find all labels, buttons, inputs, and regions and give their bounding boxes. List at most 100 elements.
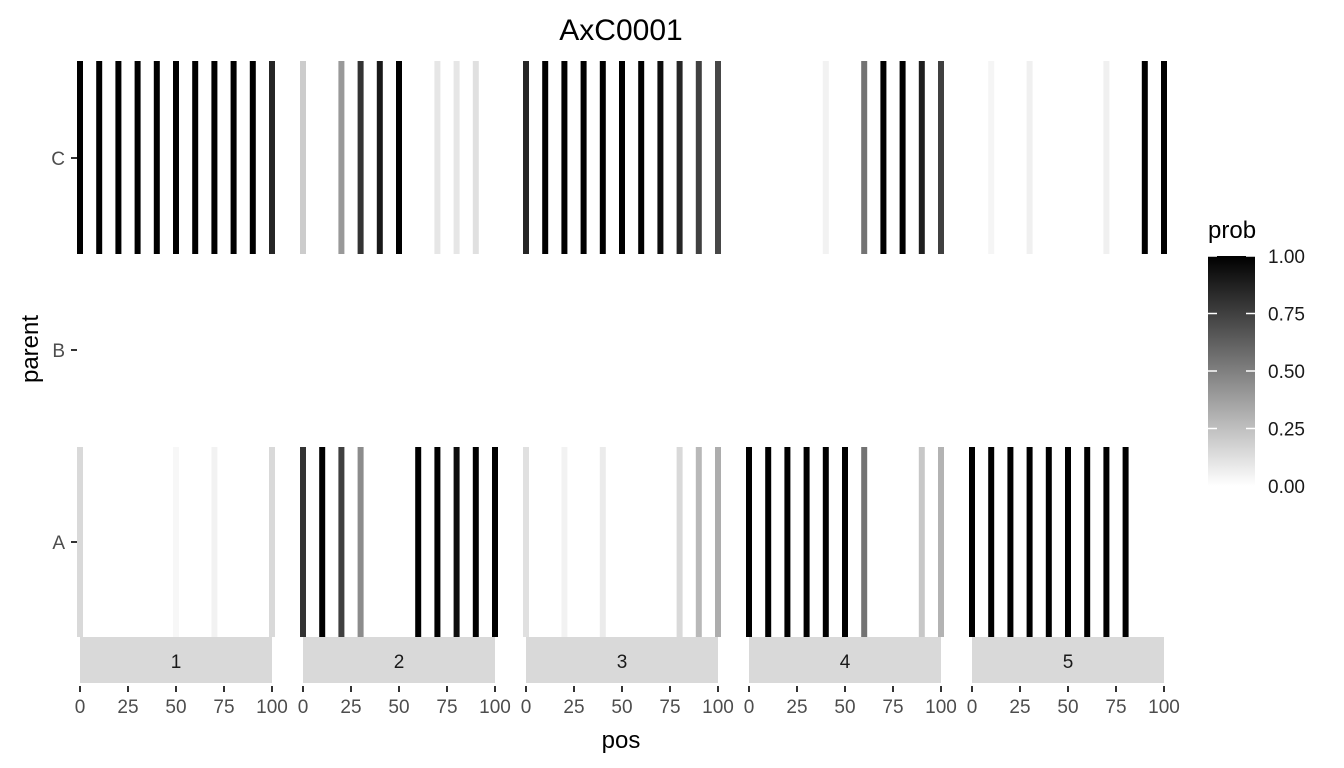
- heatmap-bar: [453, 61, 460, 254]
- heatmap-bar: [523, 447, 529, 637]
- x-axis-label: pos: [602, 727, 641, 754]
- heatmap-bar: [542, 61, 549, 254]
- heatmap-bar: [173, 61, 179, 254]
- legend-tick-label: 0.50: [1268, 362, 1305, 383]
- x-tick-label: 75: [213, 697, 234, 718]
- facet-strip-label: 2: [394, 652, 405, 673]
- heatmap-bar: [415, 447, 422, 637]
- heatmap-bar: [96, 61, 103, 254]
- heatmap-bar: [472, 61, 479, 254]
- heatmap-bar: [230, 61, 237, 254]
- heatmap-bar: [822, 61, 829, 254]
- x-tick-label: 75: [436, 697, 457, 718]
- heatmap-bar: [676, 447, 683, 637]
- heatmap-bar: [338, 447, 345, 637]
- x-tick-label: 100: [702, 697, 734, 718]
- chart-title: AxC0001: [559, 14, 682, 47]
- legend-title: prob: [1208, 217, 1256, 244]
- y-tick-label-a: A: [52, 533, 65, 554]
- heatmap-bar: [1103, 447, 1110, 637]
- legend-tick-label: 0.25: [1268, 420, 1305, 441]
- heatmap-bar: [1122, 447, 1129, 637]
- heatmap-bar: [938, 447, 944, 637]
- x-tick-label: 75: [1105, 697, 1126, 718]
- x-tick-label: 50: [834, 697, 855, 718]
- heatmap-bar: [988, 447, 995, 637]
- heatmap-bar: [376, 61, 383, 254]
- x-tick-label: 0: [75, 697, 86, 718]
- heatmap-bar: [746, 447, 752, 637]
- heatmap-bar: [357, 61, 364, 254]
- heatmap-bar: [211, 447, 218, 637]
- heatmap-bar: [695, 61, 702, 254]
- y-tick-label-c: C: [51, 149, 65, 170]
- heatmap-bar: [269, 447, 275, 637]
- heatmap-bar: [599, 447, 606, 637]
- heatmap-bar: [619, 61, 625, 254]
- heatmap-bar: [899, 61, 906, 254]
- x-tick-label: 50: [611, 697, 632, 718]
- heatmap-bar: [1141, 61, 1148, 254]
- y-tick-label-b: B: [52, 341, 65, 362]
- x-tick-label: 0: [744, 697, 755, 718]
- heatmap-bar: [211, 61, 218, 254]
- x-tick-label: 50: [165, 697, 186, 718]
- x-tick-label: 25: [117, 697, 138, 718]
- x-tick-label: 25: [340, 697, 361, 718]
- heatmap-bar: [77, 447, 83, 637]
- heatmap-bar: [880, 61, 887, 254]
- heatmap-bar: [1045, 447, 1052, 637]
- facet-strip-label: 3: [617, 652, 628, 673]
- heatmap-bar: [300, 61, 306, 254]
- heatmap-bar: [1007, 447, 1014, 637]
- x-tick-label: 25: [563, 697, 584, 718]
- heatmap-bar: [269, 61, 275, 254]
- x-tick-label: 50: [388, 697, 409, 718]
- y-axis: A B C: [51, 149, 77, 554]
- facet-panel-2: 2 0 25 50 75 100: [298, 61, 511, 718]
- heatmap-bar: [357, 447, 364, 637]
- heatmap-bar: [192, 61, 199, 254]
- x-tick-label: 100: [479, 697, 511, 718]
- heatmap-bar: [803, 447, 810, 637]
- legend-ticks: 0.00 0.25 0.50 0.75 1.00: [1208, 247, 1305, 498]
- facet-strip: [80, 637, 272, 683]
- heatmap-bar: [249, 61, 256, 254]
- facet-strip-label: 5: [1063, 652, 1074, 673]
- heatmap-bar: [1065, 447, 1071, 637]
- heatmap-bar: [1103, 61, 1110, 254]
- x-tick-label: 50: [1057, 697, 1078, 718]
- x-tick-label: 25: [1009, 697, 1030, 718]
- heatmap-bar: [523, 61, 529, 254]
- heatmap-bar: [765, 447, 772, 637]
- heatmap-bar: [784, 447, 791, 637]
- x-tick-label: 25: [786, 697, 807, 718]
- heatmap-bar: [638, 61, 645, 254]
- facet-panel-5: 50 25 50 75 100: [967, 61, 1180, 718]
- x-tick-label: 75: [659, 697, 680, 718]
- heatmap-bar: [861, 61, 868, 254]
- heatmap-bar: [657, 61, 664, 254]
- color-legend: prob 0.00 0.25 0.50 0.75 1.00: [1208, 217, 1305, 498]
- facet-strip: [972, 637, 1164, 683]
- legend-tick-label: 0.75: [1268, 305, 1305, 326]
- heatmap-bar: [472, 447, 479, 637]
- heatmap-bar: [715, 61, 721, 254]
- heatmap-bar: [938, 61, 944, 254]
- heatmap-bar: [988, 61, 995, 254]
- x-tick-label: 0: [298, 697, 309, 718]
- facet-panel-1: 1 0 25 50 75 100: [75, 61, 288, 718]
- heatmap-bar: [153, 61, 160, 254]
- heatmap-bar: [918, 61, 925, 254]
- x-tick-label: 100: [925, 697, 957, 718]
- heatmap-bar: [1161, 61, 1167, 254]
- heatmap-bar: [695, 447, 702, 637]
- heatmap-bar: [134, 61, 141, 254]
- heatmap-bar: [1026, 61, 1033, 254]
- y-axis-label: parent: [17, 315, 44, 383]
- heatmap-bar: [969, 447, 975, 637]
- legend-tick-label: 1.00: [1268, 247, 1305, 268]
- facet-panel-3: 3 0 25 50 75 100: [521, 61, 734, 718]
